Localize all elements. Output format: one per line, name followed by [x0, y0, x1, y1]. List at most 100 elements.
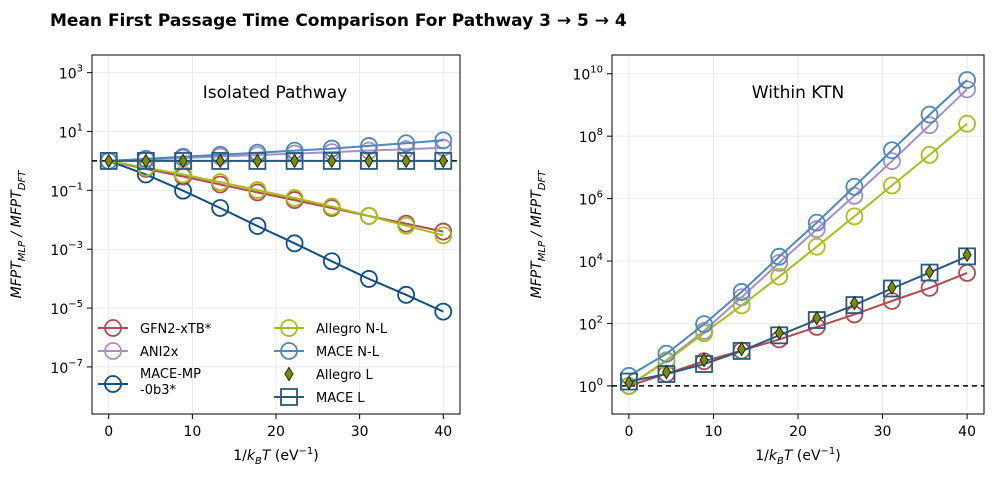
data-point-allegro-n-l — [807, 237, 826, 256]
legend-entry-mace-n-l: MACE N-L — [274, 342, 380, 360]
data-point-mace-n-l — [807, 213, 826, 232]
data-point-mace-n-l — [770, 247, 789, 266]
data-point-mace-n-l — [883, 141, 901, 160]
figure-suptitle: Mean First Passage Time Comparison For P… — [50, 11, 627, 31]
y-tick-label: 101 — [59, 123, 83, 142]
series-line-ani2x — [628, 88, 968, 387]
data-point-allegro-l — [774, 325, 784, 341]
legend-label: MACE-MP — [140, 367, 201, 382]
series-mace-n-l — [620, 71, 976, 385]
panel-within-ktn: 0 10 20 30 40 100 102 104 106 108 1010 Within KTN 1/… — [529, 54, 985, 467]
legend: GFN2-xTB* ANI2x MACE-MP-0b3* Allegro N-L MAC… — [98, 319, 388, 406]
data-point-mace-n-l — [732, 283, 751, 301]
series-line-mace-n-l — [108, 139, 444, 162]
series-allegro-n-l — [620, 114, 976, 395]
data-point-allegro-n-l — [732, 296, 751, 315]
data-point-allegro-n-l — [360, 207, 378, 225]
legend-marker — [280, 319, 298, 337]
data-point-allegro-l — [924, 264, 935, 280]
x-tick-label: 0 — [104, 424, 113, 440]
legend-marker — [284, 366, 294, 382]
data-point-mace-l — [285, 152, 304, 170]
y-tick-label: 1010 — [572, 65, 603, 84]
x-tick-label: 10 — [705, 424, 723, 440]
panel-title: Isolated Pathway — [203, 83, 347, 103]
legend-marker — [280, 388, 298, 406]
data-point-allegro-l — [364, 153, 374, 169]
data-point-mace-l — [322, 152, 341, 170]
data-point-allegro-n-l — [958, 114, 976, 133]
data-point-mace-mp-0b3 — [360, 270, 378, 288]
legend-label: Allegro N-L — [316, 322, 388, 337]
data-point-allegro-l — [289, 153, 300, 169]
data-point-mace-mp-0b3 — [285, 234, 304, 253]
data-point-mace-mp-0b3 — [248, 217, 267, 235]
legend-entry-mace-l: MACE L — [274, 388, 365, 406]
data-point-mace-l — [99, 152, 118, 170]
legend-entry-ani2x: ANI2x — [98, 342, 179, 360]
data-point-allegro-l — [887, 280, 897, 296]
data-point-mace-mp-0b3 — [322, 252, 341, 271]
data-point-allegro-l — [252, 153, 263, 169]
data-point-mace-l — [397, 152, 416, 170]
series-line-gfn2-xtb — [628, 271, 968, 387]
data-point-mace-l — [174, 152, 192, 170]
legend-label: MACE L — [316, 391, 365, 406]
legend-entry-gfn2-xtb: GFN2-xTB* — [98, 319, 212, 337]
x-axis-label: 1/kBT (eV−1) — [755, 446, 841, 467]
data-point-mace-l — [211, 152, 230, 170]
y-tick-label: 10−3 — [50, 240, 83, 259]
data-point-allegro-l — [401, 153, 411, 169]
series-allegro-l — [104, 153, 448, 169]
data-point-allegro-n-l — [211, 173, 230, 192]
y-tick-label: 10−7 — [50, 358, 83, 377]
legend-label: Allegro L — [316, 368, 374, 383]
data-point-ani2x — [920, 116, 939, 135]
data-point-allegro-l — [178, 153, 188, 169]
data-point-mace-mp-0b3 — [434, 302, 453, 321]
data-point-mace-n-l — [958, 71, 976, 89]
y-tick-label: 106 — [579, 190, 603, 209]
data-point-mace-n-l — [397, 134, 416, 153]
data-point-allegro-n-l — [883, 176, 901, 195]
data-point-mace-mp-0b3 — [397, 285, 416, 304]
data-point-allegro-n-l — [770, 267, 789, 286]
x-tick-label: 20 — [789, 424, 807, 440]
panel-isolated-pathway: 0 10 20 30 40 10−7 10−5 10−3 10−1 101 103 Isolated … — [9, 54, 461, 467]
data-point-allegro-l — [327, 153, 337, 169]
x-tick-label: 10 — [183, 424, 201, 440]
data-point-ani2x — [883, 152, 901, 171]
data-point-mace-l — [136, 152, 155, 170]
data-point-allegro-l — [624, 375, 634, 391]
data-point-mace-n-l — [657, 344, 676, 363]
data-point-allegro-n-l — [920, 145, 939, 164]
legend-entry-allegro-n-l: Allegro N-L — [274, 319, 388, 337]
data-point-allegro-l — [661, 364, 672, 380]
y-tick-label: 100 — [579, 377, 603, 396]
legend-entry-allegro-l: Allegro L — [284, 366, 374, 383]
data-point-allegro-l — [104, 153, 114, 169]
series-mace-l — [99, 152, 453, 170]
data-point-mace-l — [248, 152, 267, 170]
legend-label: ANI2x — [140, 345, 179, 360]
data-point-allegro-n-l — [397, 216, 416, 235]
x-tick-label: 0 — [624, 424, 633, 440]
data-point-mace-l — [360, 152, 378, 170]
x-tick-label: 20 — [267, 424, 285, 440]
data-point-allegro-l — [962, 247, 972, 263]
series-line-allegro-n-l — [108, 159, 444, 237]
legend-marker — [104, 319, 122, 337]
series-line-mace-mp-0b3 — [108, 159, 444, 313]
legend-label: -0b3* — [140, 383, 176, 398]
x-tick-label: 30 — [351, 424, 369, 440]
data-point-mace-l — [434, 152, 453, 170]
x-tick-label: 40 — [958, 424, 976, 440]
series-line-mace-n-l — [628, 79, 968, 377]
data-point-allegro-l — [141, 153, 151, 169]
legend-marker — [104, 375, 122, 393]
y-tick-label: 104 — [579, 252, 603, 271]
legend-label: GFN2-xTB* — [140, 322, 212, 337]
data-point-allegro-l — [699, 352, 709, 368]
series-line-allegro-n-l — [628, 122, 968, 387]
